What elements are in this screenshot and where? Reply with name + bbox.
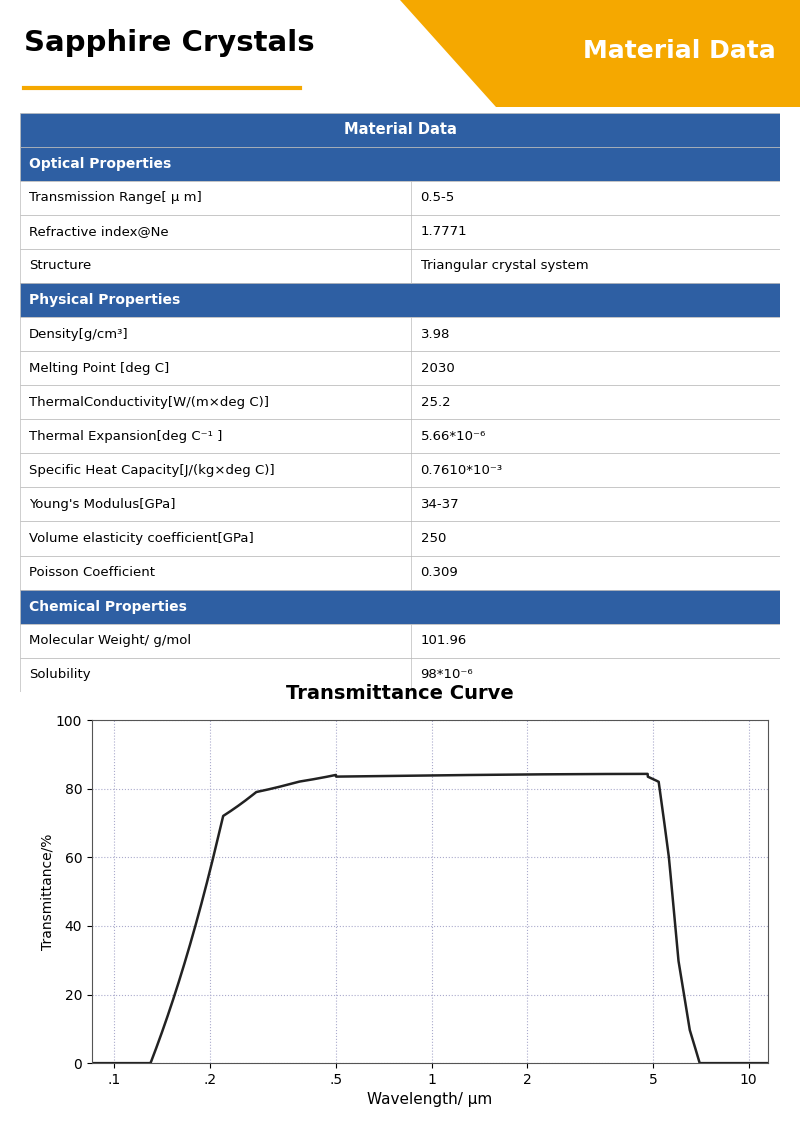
Text: 5.66*10⁻⁶: 5.66*10⁻⁶ — [421, 430, 486, 443]
Bar — [20, 453, 780, 487]
Text: Molecular Weight/ g/mol: Molecular Weight/ g/mol — [29, 634, 191, 647]
Text: 3.98: 3.98 — [421, 327, 450, 341]
Text: Transmission Range[ μ m]: Transmission Range[ μ m] — [29, 191, 202, 205]
Bar — [20, 249, 780, 282]
Text: Refractive index@Ne: Refractive index@Ne — [29, 225, 169, 238]
Text: Physical Properties: Physical Properties — [29, 292, 180, 307]
Text: Poisson Coefficient: Poisson Coefficient — [29, 566, 155, 579]
Polygon shape — [400, 0, 800, 107]
Text: Structure: Structure — [29, 260, 91, 272]
Text: 0.309: 0.309 — [421, 566, 458, 579]
Text: 2030: 2030 — [421, 361, 454, 375]
Text: Material Data: Material Data — [583, 39, 776, 63]
Text: Material Data: Material Data — [343, 122, 457, 137]
Bar — [20, 385, 780, 420]
Text: 250: 250 — [421, 532, 446, 544]
Bar — [20, 487, 780, 522]
Bar — [20, 590, 780, 623]
Text: 25.2: 25.2 — [421, 396, 450, 408]
Bar — [20, 317, 780, 351]
Bar — [20, 282, 780, 317]
Bar — [20, 215, 780, 249]
Text: 34-37: 34-37 — [421, 498, 459, 511]
Text: Thermal Expansion[deg C⁻¹ ]: Thermal Expansion[deg C⁻¹ ] — [29, 430, 222, 443]
Text: Solubility: Solubility — [29, 668, 90, 682]
Bar — [20, 522, 780, 556]
Y-axis label: Transmittance/%: Transmittance/% — [41, 834, 54, 950]
Text: Optical Properties: Optical Properties — [29, 156, 171, 171]
Text: ThermalConductivity[W/(m×deg C)]: ThermalConductivity[W/(m×deg C)] — [29, 396, 269, 408]
Text: Triangular crystal system: Triangular crystal system — [421, 260, 588, 272]
Bar — [20, 351, 780, 385]
Text: 98*10⁻⁶: 98*10⁻⁶ — [421, 668, 473, 682]
Bar — [20, 420, 780, 453]
Text: Melting Point [deg C]: Melting Point [deg C] — [29, 361, 170, 375]
Text: Transmittance Curve: Transmittance Curve — [286, 684, 514, 703]
Bar — [20, 623, 780, 658]
Text: 1.7771: 1.7771 — [421, 225, 467, 238]
Text: Sapphire Crystals: Sapphire Crystals — [24, 29, 314, 56]
Text: 0.5-5: 0.5-5 — [421, 191, 454, 205]
Bar — [20, 658, 780, 692]
X-axis label: Wavelength/ μm: Wavelength/ μm — [367, 1092, 493, 1107]
Bar — [20, 181, 780, 215]
Bar — [20, 146, 780, 181]
Text: 0.7610*10⁻³: 0.7610*10⁻³ — [421, 464, 502, 477]
Text: Density[g/cm³]: Density[g/cm³] — [29, 327, 129, 341]
Bar — [20, 556, 780, 590]
Text: Young's Modulus[GPa]: Young's Modulus[GPa] — [29, 498, 176, 511]
Text: Specific Heat Capacity[J/(kg×deg C)]: Specific Heat Capacity[J/(kg×deg C)] — [29, 464, 274, 477]
Text: Volume elasticity coefficient[GPa]: Volume elasticity coefficient[GPa] — [29, 532, 254, 544]
Text: 101.96: 101.96 — [421, 634, 466, 647]
Text: Chemical Properties: Chemical Properties — [29, 600, 187, 613]
Bar — [20, 112, 780, 146]
